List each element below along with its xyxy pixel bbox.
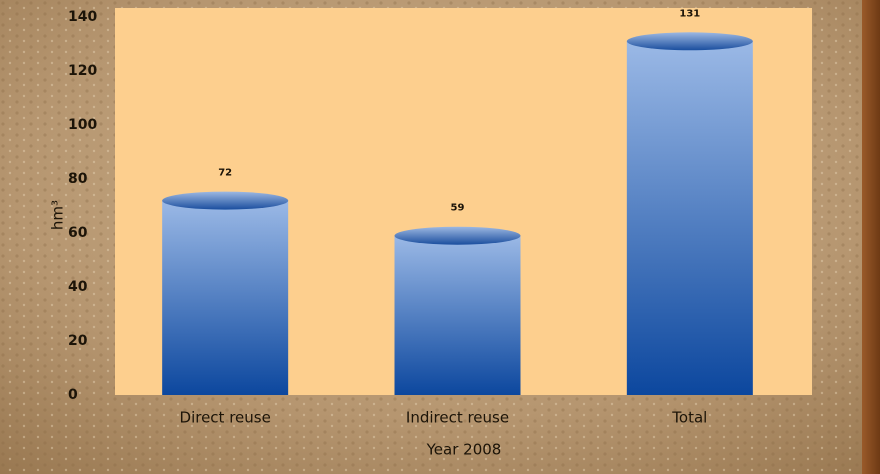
bar-cap [162, 191, 289, 210]
value-label: 59 [451, 203, 465, 214]
bar-body [626, 41, 753, 396]
bar [394, 226, 521, 395]
bar-cap [626, 32, 753, 51]
y-tick-label: 100 [68, 117, 97, 133]
y-axis-label: hm³ [49, 200, 67, 230]
y-tick-label: 140 [68, 9, 97, 25]
x-axis-label: Year 2008 [426, 441, 502, 459]
y-tick-label: 120 [68, 63, 97, 79]
x-tick-label: Direct reuse [180, 409, 271, 427]
value-label: 72 [218, 168, 232, 179]
y-tick-label: 60 [68, 225, 88, 241]
y-tick-label: 0 [68, 387, 78, 403]
bar [162, 191, 289, 395]
x-tick-label: Total [671, 409, 707, 427]
x-tick-label: Indirect reuse [406, 409, 509, 427]
side-stripe [862, 0, 880, 474]
y-tick-label: 20 [68, 333, 88, 349]
bar [626, 32, 753, 396]
bar-body [162, 200, 289, 395]
value-label: 131 [679, 8, 700, 19]
bar-body [394, 235, 521, 395]
y-tick-label: 40 [68, 279, 88, 295]
bar-cap [394, 226, 521, 245]
y-tick-label: 80 [68, 171, 88, 187]
